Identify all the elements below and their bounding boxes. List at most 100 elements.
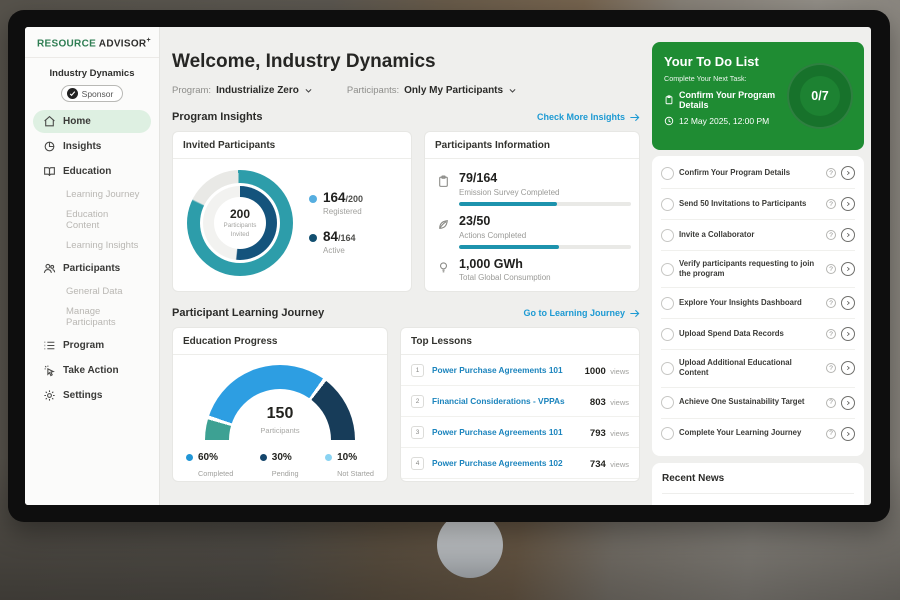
sidebar-item-participants[interactable]: Participants [33,257,151,280]
chevron-right-icon[interactable] [841,327,855,342]
invited-participants-card: Invited Participants 200 Participants In… [172,131,412,292]
legend-pending: 30% Pending [259,452,299,481]
sponsor-badge[interactable]: Sponsor [60,85,124,103]
sidebar-item-take-action[interactable]: Take Action [33,359,151,382]
participants-dropdown[interactable]: Participants: Only My Participants [347,85,517,96]
task-checkbox[interactable] [661,327,674,341]
todo-task[interactable]: Invite a Collaborator ? [661,220,855,251]
lesson-link[interactable]: Financial Considerations - VPPAs [432,396,565,406]
progress-fill [459,244,559,249]
sidebar-item-learning-journey[interactable]: Learning Journey [33,185,151,204]
invited-donut-chart: 200 Participants Invited [187,170,293,276]
task-label: Confirm Your Program Details [679,167,791,177]
sidebar-item-home[interactable]: Home [33,110,151,134]
chevron-right-icon[interactable] [841,361,855,376]
card-title: Invited Participants [173,132,411,159]
lesson-link[interactable]: Power Purchase Agreements 101 [432,365,563,375]
task-checkbox[interactable] [661,228,674,242]
lesson-views: 803 [589,397,606,408]
book-icon [43,165,56,178]
task-label: Complete Your Learning Journey [679,428,802,438]
lesson-rank: 4 [411,456,424,470]
learning-journey-section-header: Participant Learning Journey Go to Learn… [172,307,640,319]
task-label: Upload Additional Educational Content [679,358,792,378]
chevron-right-icon[interactable] [841,262,855,277]
donut-center-label: Participants Invited [223,222,257,238]
click-action-icon [43,364,56,377]
chevron-right-icon[interactable] [841,395,855,410]
task-checkbox[interactable] [661,296,674,310]
org-name: Industry Dynamics [49,68,135,80]
donut-legend: 164/200 Registered 84/164 Active [309,190,363,255]
participants-information-body: 79/164 Emission Survey Completed 23/50 A… [425,159,639,291]
arrow-right-icon [629,308,640,319]
lesson-link[interactable]: Power Purchase Agreements 102 [432,458,563,468]
sidebar-item-insights[interactable]: Insights [33,135,151,158]
home-icon [43,115,56,128]
todo-task[interactable]: Send 50 Invitations to Participants ? [661,189,855,220]
legend-dot [259,454,267,461]
lesson-row: 1 Power Purchase Agreements 101 1000 vie… [401,355,639,386]
program-dropdown[interactable]: Program: Industrialize Zero [172,85,313,96]
help-icon[interactable]: ? [826,298,836,309]
legend-value: 10% [337,452,358,463]
progress-track [459,201,631,206]
legend-value: 60% [198,452,219,463]
help-icon[interactable]: ? [826,264,836,275]
sidebar-item-manage-participants[interactable]: Manage Participants [33,302,151,332]
help-icon[interactable]: ? [826,428,836,439]
chevron-right-icon[interactable] [841,296,855,311]
task-checkbox[interactable] [661,396,674,409]
learning-cards-row: Education Progress 150 Participants 60% C… [172,327,640,482]
go-to-learning-journey-link[interactable]: Go to Learning Journey [523,308,640,319]
sidebar-item-learning-insights[interactable]: Learning Insights [33,236,151,255]
participants-label: Participants: [346,85,400,96]
lesson-views: 793 [589,428,606,439]
views-label: views [610,398,629,407]
todo-task[interactable]: Achieve One Sustainability Target ? [661,388,855,419]
task-checkbox[interactable] [661,262,674,276]
chevron-right-icon[interactable] [841,197,855,211]
todo-task[interactable]: Explore Your Insights Dashboard ? [661,288,855,320]
task-checkbox[interactable] [661,197,674,211]
todo-task[interactable]: Upload Additional Educational Content ? [661,350,855,388]
todo-task[interactable]: Complete Your Learning Journey ? [661,419,855,449]
todo-task[interactable]: Upload Spend Data Records ? [661,319,855,351]
collapse-tasks-link[interactable]: Collapse Tasks [661,449,855,457]
stat-label: Emission Survey Completed [459,187,560,197]
help-icon[interactable]: ? [826,199,836,209]
help-icon[interactable]: ? [826,230,836,240]
gear-icon [43,389,56,402]
program-insights-section-header: Program Insights Check More Insights [172,111,640,123]
task-checkbox[interactable] [661,427,674,440]
todo-task[interactable]: Verify participants requesting to join t… [661,251,855,289]
top-lessons-card: Top Lessons 1 Power Purchase Agreements … [400,327,640,482]
task-checkbox[interactable] [661,361,674,375]
sidebar: RESOURCE ADVISOR+ Industry Dynamics Spon… [25,27,160,505]
chevron-right-icon[interactable] [841,426,855,441]
todo-due-date: 12 May 2025, 12:00 PM [664,116,852,126]
task-label: Invite a Collaborator [679,229,755,239]
monitor-bezel: RESOURCE ADVISOR+ Industry Dynamics Spon… [8,10,890,522]
sidebar-item-settings[interactable]: Settings [33,384,151,407]
sidebar-item-education-content[interactable]: Education Content [33,205,151,235]
lesson-link[interactable]: Power Purchase Agreements 101 [432,427,563,437]
sidebar-item-general-data[interactable]: General Data [33,282,151,301]
gauge-center-value: 150 [266,405,294,422]
task-checkbox[interactable] [661,166,674,180]
task-label: Send 50 Invitations to Participants [679,198,807,208]
todo-task[interactable]: Confirm Your Program Details ? [661,158,855,189]
sidebar-item-label: Learning Insights [66,240,139,252]
todo-subtitle: Complete Your Next Task: [664,74,747,83]
help-icon[interactable]: ? [826,363,836,374]
help-icon[interactable]: ? [826,168,836,178]
page-title: Welcome, Industry Dynamics [172,51,436,72]
chevron-right-icon[interactable] [841,166,855,180]
chevron-right-icon[interactable] [841,228,855,242]
arrow-right-icon [629,112,640,123]
help-icon[interactable]: ? [826,397,836,408]
check-more-insights-link[interactable]: Check More Insights [537,112,640,123]
sidebar-item-education[interactable]: Education [33,160,151,183]
help-icon[interactable]: ? [826,329,836,340]
sidebar-item-program[interactable]: Program [33,334,151,357]
